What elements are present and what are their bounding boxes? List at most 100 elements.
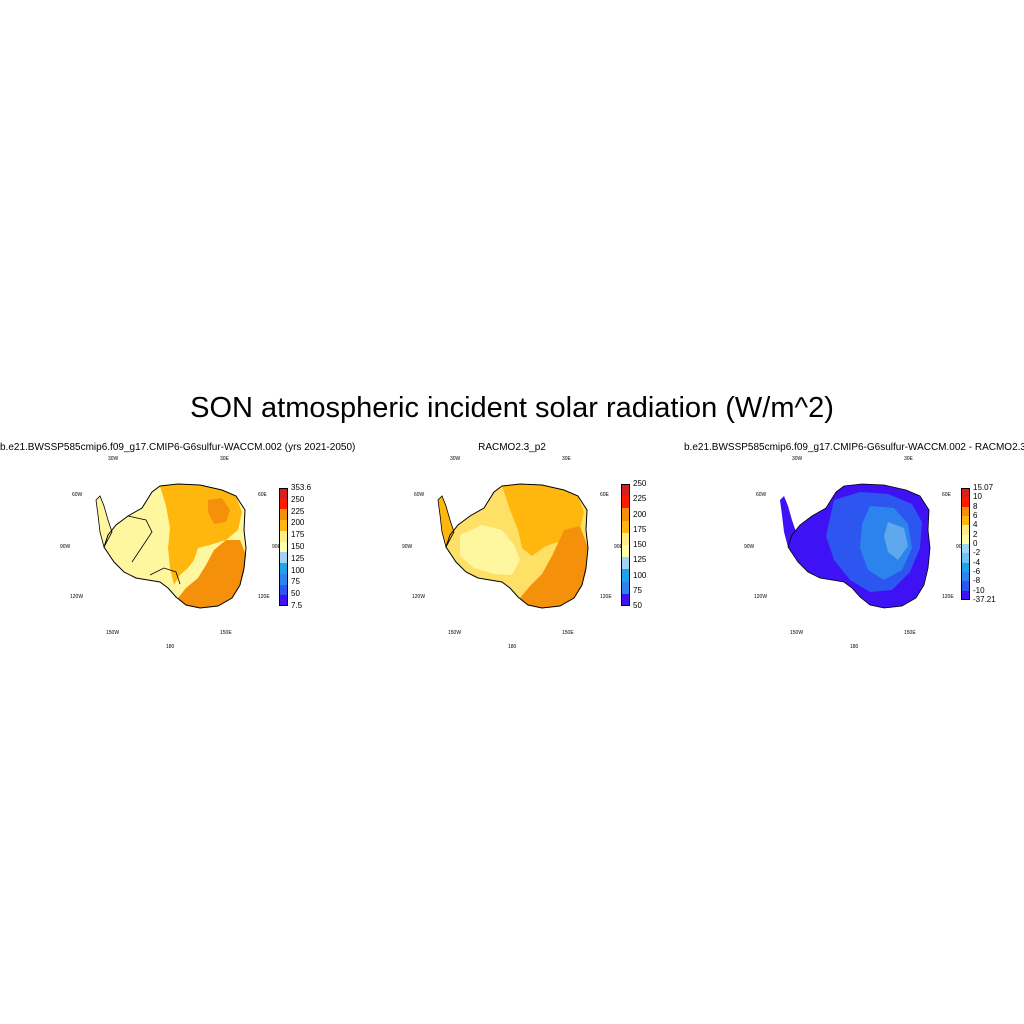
- colorbar-segment: [621, 508, 630, 522]
- colorbar-label: -37.21: [973, 595, 996, 604]
- lon-label-60w: 60W: [756, 492, 767, 498]
- lon-label-60w: 60W: [414, 492, 425, 498]
- ice-shelf-line-2: [149, 567, 181, 585]
- colorbar-segment: [621, 532, 630, 546]
- panel-title: b.e21.BWSSP585cmip6.f09_g17.CMIP6-G6sulf…: [684, 442, 1024, 453]
- lon-label-30w: 30W: [450, 456, 461, 462]
- colorbar-segment: [621, 569, 630, 583]
- panel-title: RACMO2.3_p2: [478, 442, 546, 453]
- lon-label-150e: 150E: [904, 630, 916, 636]
- colorbar-label: 50: [633, 601, 642, 610]
- lon-label-150w: 150W: [106, 630, 120, 636]
- map-panel-model: b.e21.BWSSP585cmip6.f09_g17.CMIP6-G6sulf…: [0, 438, 355, 658]
- region-orange-east: [178, 540, 246, 608]
- lon-label-150e: 150E: [220, 630, 232, 636]
- colorbar-label: 225: [633, 494, 647, 504]
- colorbar-label: 175: [633, 524, 647, 534]
- colorbar-frame: [961, 488, 970, 600]
- colorbar-label: 150: [291, 542, 305, 551]
- lon-label-120e: 120E: [258, 594, 270, 600]
- colorbar-segment: [279, 530, 288, 543]
- colorbar-segment: [961, 497, 970, 508]
- lon-label-30e: 30E: [220, 456, 229, 462]
- figure-title: SON atmospheric incident solar radiation…: [190, 392, 834, 424]
- colorbar-label: 4: [973, 520, 978, 530]
- lon-label-120e: 120E: [600, 594, 612, 600]
- colorbar-segment: [621, 581, 630, 595]
- colorbar-segment: [621, 484, 630, 497]
- coastline: [445, 483, 589, 609]
- lon-label-120w: 120W: [70, 594, 84, 600]
- colorbar-label: 125: [291, 553, 305, 563]
- coastline: [787, 483, 931, 609]
- lon-label-90w: 90W: [402, 544, 413, 550]
- colorbar-segment: [961, 572, 970, 582]
- colorbar-segment: [961, 506, 970, 517]
- colorbar-label: -4: [973, 557, 981, 567]
- coastline: [103, 483, 247, 609]
- colorbar-segment: [961, 553, 970, 564]
- colorbar-label: 10: [973, 492, 982, 502]
- colorbar-segment: [961, 525, 970, 536]
- colorbar-segment: [279, 563, 288, 575]
- colorbar-label: 100: [633, 570, 647, 580]
- colorbar: [961, 488, 970, 601]
- lon-label-180: 180: [850, 644, 859, 650]
- colorbar-label: -8: [973, 576, 981, 586]
- colorbar-label: 15.07: [973, 483, 994, 492]
- region-pale-blue: [884, 522, 908, 560]
- colorbar-label: 250: [633, 479, 647, 488]
- lon-label-90w: 90W: [744, 544, 755, 550]
- colorbar-segment: [961, 534, 970, 545]
- colorbar-segment: [621, 545, 630, 558]
- peninsula: [780, 496, 796, 547]
- colorbar-segment: [279, 595, 288, 607]
- lon-label-90e: 90E: [614, 544, 623, 550]
- lon-label-30e: 30E: [562, 456, 571, 462]
- colorbar-label: 175: [291, 530, 305, 540]
- lon-label-90w: 90W: [60, 544, 71, 550]
- colorbar-label: -10: [973, 585, 985, 595]
- colorbar-segment: [621, 557, 630, 570]
- lon-label-150w: 150W: [448, 630, 462, 636]
- region-orange-east: [520, 526, 588, 608]
- lon-label-90e: 90E: [956, 544, 965, 550]
- colorbar-label: 75: [291, 577, 300, 587]
- colorbar-segment: [279, 552, 288, 564]
- lon-label-60e: 60E: [258, 492, 267, 498]
- colorbar-label: 2: [973, 529, 978, 539]
- lon-label-180: 180: [508, 644, 517, 650]
- colorbar-segment: [621, 496, 630, 509]
- region-dark-patch: [208, 498, 230, 524]
- colorbar-segment: [279, 498, 288, 510]
- colorbar-segment: [961, 590, 970, 601]
- colorbar-label: 200: [633, 509, 647, 519]
- colorbar-segment: [621, 520, 630, 534]
- map-panel-difference: b.e21.BWSSP585cmip6.f09_g17.CMIP6-G6sulf…: [684, 438, 1024, 658]
- colorbar-label: 0: [973, 539, 978, 548]
- lon-label-120w: 120W: [412, 594, 426, 600]
- colorbar: [621, 484, 630, 607]
- colorbar-label: 225: [291, 506, 305, 516]
- colorbar-label: 6: [973, 511, 978, 520]
- map-panel-racmo: RACMO2.3_p2 30W 30E 60W 60E 90W 90E 120W…: [342, 438, 682, 658]
- colorbar-segment: [279, 584, 288, 596]
- lon-label-30w: 30W: [108, 456, 119, 462]
- colorbar-label: 353.6: [291, 483, 312, 492]
- colorbar-label: 8: [973, 501, 978, 511]
- lon-label-120e: 120E: [942, 594, 954, 600]
- colorbar-label: 250: [291, 494, 305, 504]
- colorbar-segment: [279, 541, 288, 553]
- colorbar-segment: [961, 488, 970, 498]
- colorbar-segment: [279, 573, 288, 586]
- lon-label-30e: 30E: [904, 456, 913, 462]
- antarctica-map: [780, 483, 931, 609]
- colorbar-segment: [279, 509, 288, 521]
- colorbar: [279, 488, 288, 607]
- colorbar-label: 50: [291, 589, 300, 599]
- colorbar-segment: [621, 593, 630, 607]
- lon-label-30w: 30W: [792, 456, 803, 462]
- colorbar-label: 150: [633, 540, 647, 549]
- colorbar-segment: [961, 544, 970, 554]
- colorbar-label: 200: [291, 518, 305, 528]
